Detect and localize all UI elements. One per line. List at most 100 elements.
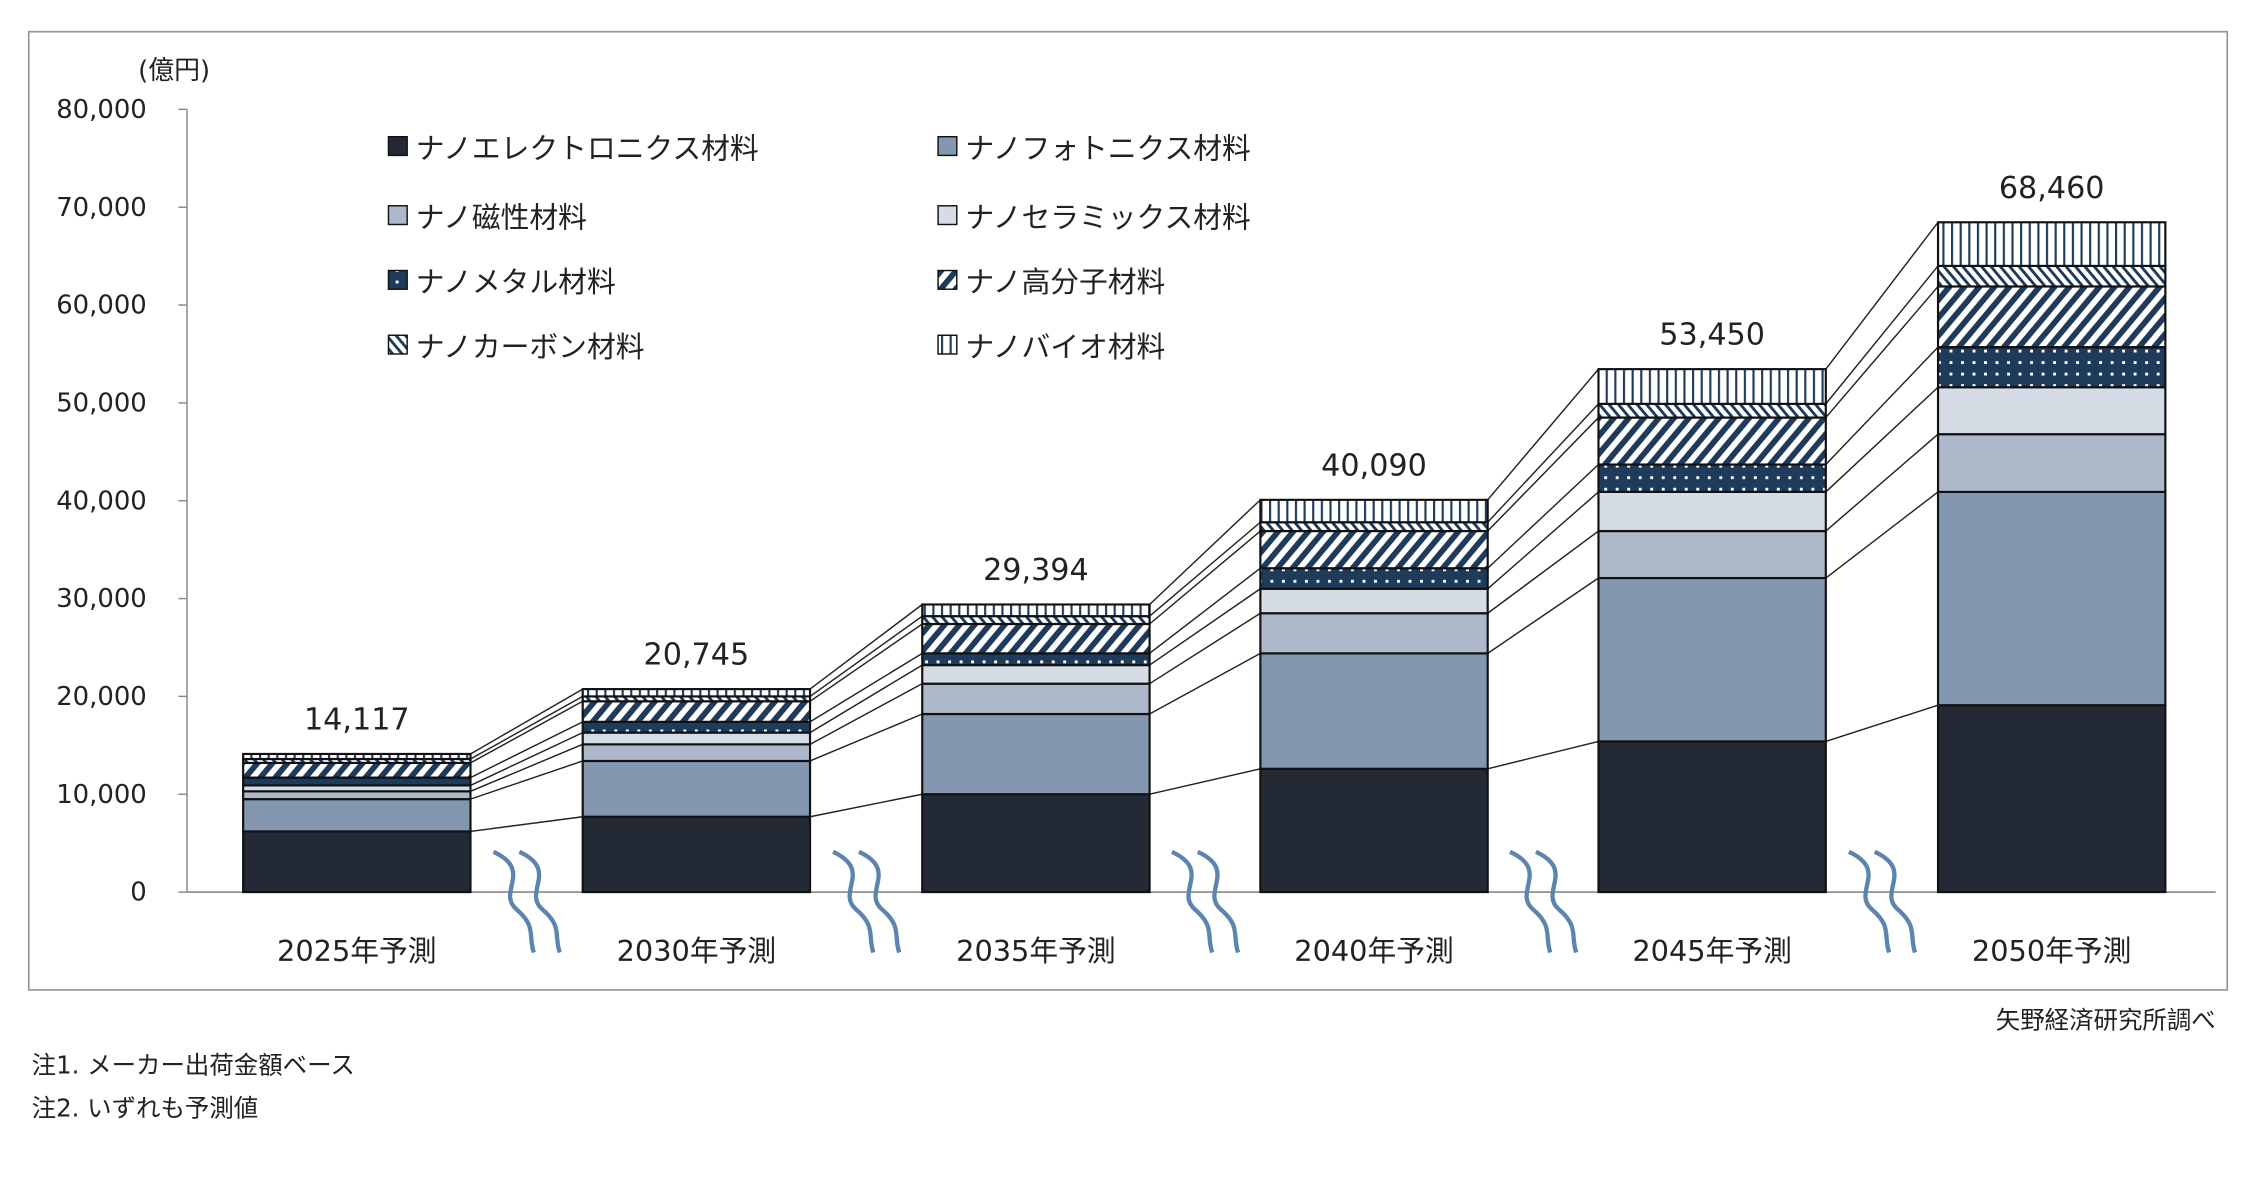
bar-segment-8 bbox=[921, 603, 1151, 618]
bar-segment-1 bbox=[242, 830, 472, 894]
axis-break-wave-icon bbox=[492, 849, 536, 954]
series-connector-line bbox=[1487, 491, 1599, 590]
legend-label: ナノ磁性材料 bbox=[416, 200, 587, 234]
axis-break-wave-icon bbox=[1534, 849, 1579, 954]
bar-segment-1 bbox=[1259, 767, 1489, 894]
bar-segment-5 bbox=[1936, 346, 2167, 389]
bar-segment-4 bbox=[1936, 386, 2167, 436]
series-connector-line bbox=[1825, 221, 1939, 370]
axis-break-wave-icon bbox=[858, 849, 902, 954]
axis-break-wave-icon bbox=[1170, 849, 1215, 954]
total-label: 20,745 bbox=[644, 638, 750, 673]
bar-segment-1 bbox=[1597, 740, 1827, 894]
bar-segment-8 bbox=[1259, 498, 1489, 524]
legend-swatch bbox=[937, 269, 958, 290]
total-label: 68,460 bbox=[1999, 171, 2105, 206]
series-connector-line bbox=[1487, 417, 1599, 532]
series-connector-line bbox=[1825, 265, 1939, 405]
series-connector-line bbox=[1825, 346, 1939, 466]
source-label: 矢野経済研究所調べ bbox=[1996, 1006, 2216, 1035]
series-connector-line bbox=[1149, 612, 1261, 685]
bar-segment-6 bbox=[921, 622, 1151, 655]
bar-segment-6 bbox=[1259, 529, 1489, 570]
series-connector-line bbox=[470, 700, 584, 764]
legend-item: ナノセラミックス材料 bbox=[937, 200, 1251, 234]
series-connector-line bbox=[1825, 285, 1939, 419]
series-connector-line bbox=[1149, 521, 1261, 617]
series-connector-line bbox=[1149, 588, 1261, 666]
bar-segment-5 bbox=[1259, 567, 1489, 590]
y-tick-label: 80,000 bbox=[56, 95, 147, 125]
legend-swatch bbox=[387, 269, 408, 290]
chart-frame bbox=[27, 30, 2229, 991]
legend-item: ナノエレクトロニクス材料 bbox=[387, 131, 759, 165]
bar-segment-3 bbox=[1259, 612, 1489, 655]
series-connector-line bbox=[470, 695, 584, 760]
bar-segment-3 bbox=[581, 743, 812, 763]
y-tick-label: 0 bbox=[130, 878, 146, 908]
series-connector-line bbox=[1487, 740, 1599, 770]
bar-segment-2 bbox=[1259, 652, 1489, 770]
bar-segment-6 bbox=[581, 700, 812, 723]
x-tick-label: 2030年予測 bbox=[617, 934, 777, 968]
x-tick-label: 2050年予測 bbox=[1972, 934, 2132, 968]
axis-break-wave-icon bbox=[518, 849, 562, 954]
bar-segment-8 bbox=[1936, 221, 2167, 267]
total-label: 14,117 bbox=[304, 702, 410, 737]
bar-segment-7 bbox=[1936, 264, 2167, 288]
legend-item: ナノ磁性材料 bbox=[387, 200, 587, 234]
y-tick-label: 40,000 bbox=[56, 486, 147, 516]
x-tick-label: 2040年予測 bbox=[1294, 934, 1454, 968]
legend-swatch bbox=[387, 205, 408, 226]
axis-break-wave-icon bbox=[1509, 849, 1553, 954]
bar-segment-6 bbox=[242, 761, 472, 779]
series-connector-line bbox=[809, 664, 923, 734]
bar-segment-2 bbox=[1597, 576, 1827, 743]
series-connector-line bbox=[470, 688, 584, 755]
y-tick-label: 60,000 bbox=[56, 291, 147, 321]
series-connector-line bbox=[470, 760, 583, 800]
series-connector-line bbox=[1487, 577, 1599, 654]
bar-segment-6 bbox=[1597, 416, 1827, 466]
y-unit-label: (億円) bbox=[138, 56, 210, 86]
series-connector-line bbox=[1487, 368, 1600, 501]
bar-segment-1 bbox=[1936, 704, 2167, 894]
legend-label: ナノカーボン材料 bbox=[416, 330, 645, 364]
legend-swatch bbox=[937, 334, 958, 355]
bar-segment-7 bbox=[1597, 402, 1827, 419]
legend-swatch bbox=[387, 135, 408, 157]
legend-item: ナノバイオ材料 bbox=[937, 330, 1165, 364]
legend-item: ナノカーボン材料 bbox=[387, 330, 645, 364]
series-connector-line bbox=[1487, 403, 1600, 523]
bar-segment-2 bbox=[1936, 490, 2167, 707]
axis-break-wave-icon bbox=[1847, 849, 1892, 954]
series-connector-line bbox=[1825, 704, 1939, 743]
bar-segment-4 bbox=[581, 731, 812, 746]
series-connector-line bbox=[1825, 491, 1939, 579]
series-connector-line bbox=[809, 793, 923, 818]
bar-segment-8 bbox=[1597, 368, 1827, 405]
series-connector-line bbox=[470, 721, 584, 779]
series-connector-line bbox=[809, 623, 923, 702]
series-connector-line bbox=[809, 603, 923, 690]
axis-break-wave-icon bbox=[832, 849, 876, 954]
series-connector-line bbox=[1149, 652, 1261, 715]
legend-label: ナノエレクトロニクス材料 bbox=[416, 131, 759, 165]
legend-item: ナノ高分子材料 bbox=[937, 265, 1165, 299]
x-tick-label: 2045年予測 bbox=[1632, 934, 1792, 968]
y-tick-label: 10,000 bbox=[56, 780, 147, 810]
series-connector-line bbox=[470, 816, 583, 833]
bar-segment-3 bbox=[1936, 433, 2167, 493]
legend-swatch bbox=[937, 205, 958, 226]
legend-item: ナノフォトニクス材料 bbox=[937, 131, 1251, 165]
series-connector-line bbox=[809, 652, 923, 723]
series-connector-line bbox=[1825, 433, 1939, 532]
series-connector-line bbox=[470, 743, 583, 792]
x-tick-label: 2025年予測 bbox=[277, 934, 437, 968]
series-connector-line bbox=[809, 683, 923, 745]
bar-segment-7 bbox=[1259, 521, 1489, 533]
bar-segment-3 bbox=[1597, 529, 1827, 580]
total-label: 29,394 bbox=[983, 553, 1089, 588]
legend-label: ナノフォトニクス材料 bbox=[965, 131, 1250, 165]
note-1: 注1. メーカー出荷金額ベース bbox=[32, 1050, 355, 1079]
